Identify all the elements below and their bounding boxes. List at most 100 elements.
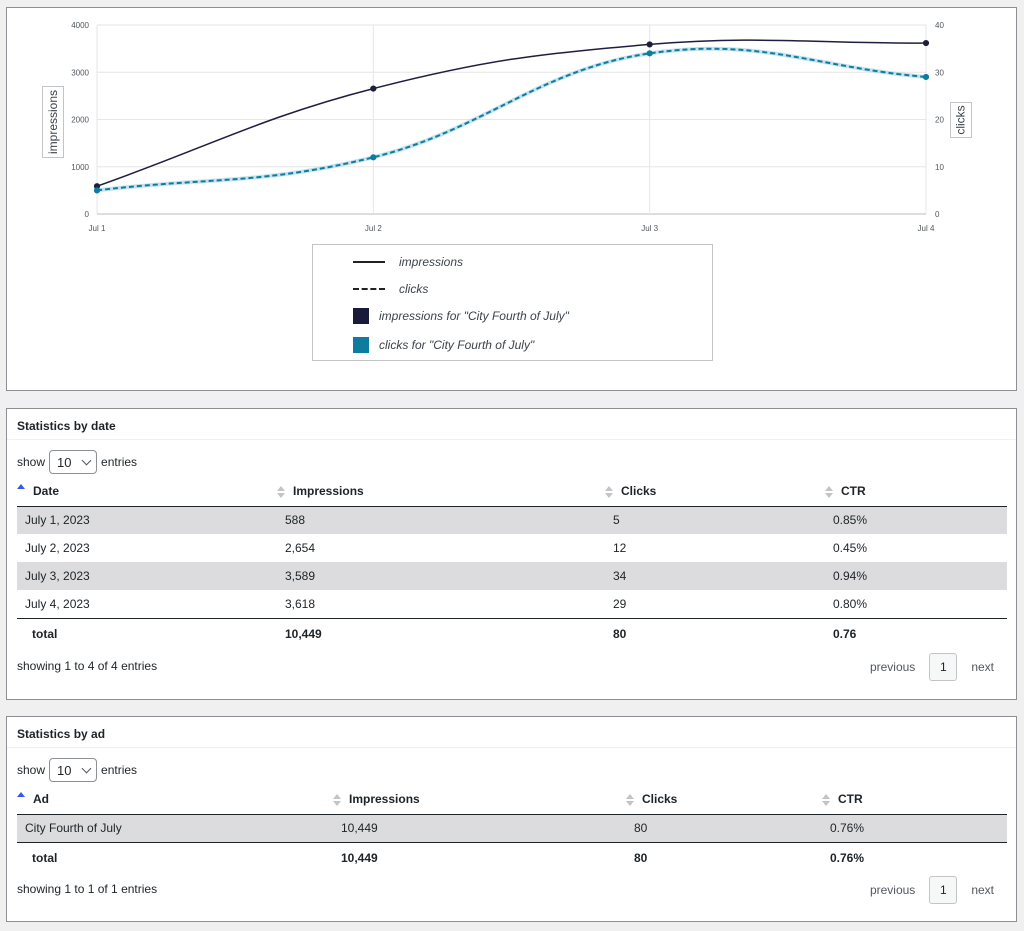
- cell-ctr: 0.76%: [822, 813, 1007, 842]
- x-tick-label: Jul 1: [89, 224, 106, 233]
- cell-date: July 4, 2023: [25, 596, 90, 611]
- sort-icon: [333, 793, 341, 806]
- y-tick-label-right: 40: [935, 21, 944, 30]
- cell-date: July 1, 2023: [17, 505, 277, 534]
- page-length-select[interactable]: 10: [49, 758, 98, 782]
- data-point-clicks: [93, 187, 101, 194]
- color-swatch-icon: [353, 337, 369, 353]
- column-header-clicks[interactable]: Clicks: [605, 476, 825, 507]
- table-header-row: Date Impressions Clicks CTR: [17, 476, 1007, 507]
- statistics-by-ad-panel: Statistics by ad show 10 entries Ad Impr…: [6, 716, 1017, 922]
- y-tick-label-left: 2000: [71, 116, 89, 125]
- show-label: show: [17, 763, 46, 777]
- legend-item-ad-impressions: impressions for "City Fourth of July": [353, 307, 569, 325]
- total-clicks: 80: [605, 617, 825, 649]
- x-tick-label: Jul 3: [641, 224, 658, 233]
- page-1-button[interactable]: 1: [929, 653, 958, 681]
- page-length-control: show 10 entries: [17, 449, 137, 475]
- x-tick-label: Jul 4: [918, 224, 935, 233]
- cell-clicks: 29: [613, 596, 627, 611]
- legend-label: clicks: [399, 282, 429, 296]
- line-chart: 0 1000 2000 3000 4000 0 10 20 30 40 Jul 1 Jul 2 Jul …: [71, 21, 944, 233]
- y-tick-label-right: 30: [935, 68, 944, 77]
- sort-ascending-icon: [17, 483, 25, 498]
- table-info: showing 1 to 4 of 4 entries: [17, 659, 158, 673]
- next-button[interactable]: next: [971, 883, 994, 897]
- total-label: total: [17, 617, 277, 649]
- ad-table: Ad Impressions Clicks CTR City Fourth of…: [17, 784, 1007, 873]
- cell-impressions: 2,654: [285, 541, 316, 555]
- next-button[interactable]: next: [971, 660, 994, 674]
- column-header-ad[interactable]: Ad: [17, 784, 333, 815]
- sort-icon: [825, 485, 833, 498]
- chevron-down-icon: [81, 455, 92, 465]
- entries-label: entries: [101, 455, 138, 469]
- page-length-select[interactable]: 10: [49, 450, 98, 474]
- page-length-value: 10: [57, 454, 72, 470]
- y-tick-label-right: 20: [935, 116, 944, 125]
- table-row: July 1, 2023 588 5 0.85%: [17, 505, 1007, 534]
- cell-ctr: 0.85%: [825, 505, 1007, 534]
- previous-button[interactable]: previous: [869, 660, 916, 674]
- column-header-ctr[interactable]: CTR: [825, 476, 1007, 507]
- show-label: show: [17, 455, 46, 469]
- statistics-by-date-panel: Statistics by date show 10 entries Date …: [6, 408, 1017, 700]
- total-clicks: 80: [626, 841, 822, 873]
- cell-date: July 3, 2023: [17, 562, 277, 590]
- cell-ad: City Fourth of July: [17, 813, 333, 842]
- cell-date: July 2, 2023: [25, 541, 90, 555]
- page-length-control: show 10 entries: [17, 757, 137, 783]
- data-point-clicks: [646, 50, 653, 57]
- sort-icon: [277, 485, 285, 498]
- legend-item-ad-clicks: clicks for "City Fourth of July": [353, 336, 534, 354]
- legend-item-impressions: impressions: [353, 253, 463, 271]
- pagination: previous 1 next: [870, 653, 994, 681]
- y-tick-label-left: 3000: [71, 68, 89, 77]
- column-header-clicks[interactable]: Clicks: [626, 784, 822, 815]
- total-label: total: [17, 841, 333, 873]
- data-point-impressions: [922, 39, 930, 47]
- table-row: July 4, 2023 3,618 29 0.80%: [17, 590, 1007, 618]
- sort-ascending-icon: [17, 791, 25, 806]
- data-point-impressions: [646, 41, 653, 48]
- y-tick-label-left: 4000: [71, 21, 89, 30]
- total-ctr: 0.76%: [822, 841, 1007, 873]
- table-row: July 2, 2023 2,654 12 0.45%: [17, 534, 1007, 562]
- series-line-clicks: [96, 47, 927, 192]
- series-line-impressions: [96, 39, 927, 187]
- data-point-clicks: [370, 154, 377, 161]
- column-header-impressions[interactable]: Impressions: [277, 476, 605, 507]
- sort-icon: [626, 793, 634, 806]
- chevron-down-icon: [81, 763, 92, 773]
- dashed-line-icon: [353, 288, 385, 290]
- column-header-impressions[interactable]: Impressions: [333, 784, 626, 815]
- cell-impressions: 3,618: [285, 596, 316, 611]
- cell-clicks: 5: [605, 505, 825, 534]
- total-row: total 10,449 80 0.76: [17, 617, 1007, 649]
- column-header-date[interactable]: Date: [17, 476, 277, 507]
- data-point-clicks: [922, 73, 930, 81]
- column-header-ctr[interactable]: CTR: [822, 784, 1007, 815]
- previous-button[interactable]: previous: [869, 883, 916, 897]
- legend-item-clicks: clicks: [353, 280, 428, 298]
- total-impressions: 10,449: [333, 841, 626, 873]
- solid-line-icon: [353, 261, 385, 263]
- total-ctr: 0.76: [825, 617, 1007, 649]
- cell-ctr: 0.80%: [833, 596, 868, 611]
- x-tick-label: Jul 2: [365, 224, 382, 233]
- sort-icon: [822, 793, 830, 806]
- table-row: July 3, 2023 3,589 34 0.94%: [17, 562, 1007, 590]
- chart-panel: 0 1000 2000 3000 4000 0 10 20 30 40 Jul 1 Jul 2 Jul …: [6, 7, 1017, 391]
- y-tick-label-right: 0: [935, 210, 940, 219]
- y-tick-label-left: 0: [85, 210, 90, 219]
- y-axis-label-left: impressions: [42, 86, 64, 158]
- y-tick-label-right: 10: [935, 163, 944, 172]
- table-header-row: Ad Impressions Clicks CTR: [17, 784, 1007, 815]
- cell-clicks: 12: [613, 541, 627, 555]
- sort-icon: [605, 485, 613, 498]
- pagination: previous 1 next: [870, 876, 994, 904]
- cell-impressions: 10,449: [333, 813, 626, 842]
- page-length-value: 10: [57, 762, 72, 778]
- y-axis-label-right: clicks: [950, 102, 972, 138]
- page-1-button[interactable]: 1: [929, 876, 958, 904]
